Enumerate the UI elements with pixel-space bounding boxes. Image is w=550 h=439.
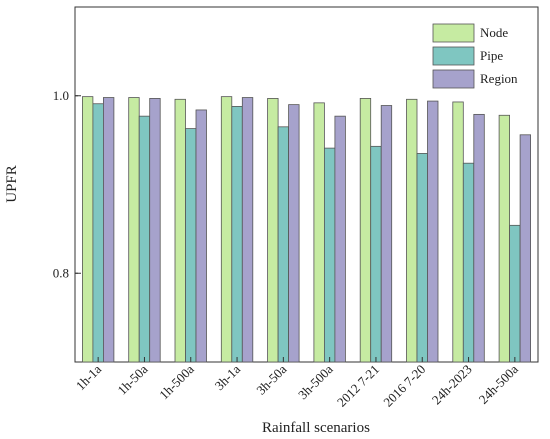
bar-pipe: [277, 126, 290, 363]
bar-region: [103, 97, 115, 363]
x-axis: 1h-1a 1h-50a 1h-500a 3h-1a 3h-50a 3h-500a2012…: [73, 357, 521, 410]
legend-label-region: Region: [480, 71, 518, 86]
bar-pipe: [323, 147, 336, 363]
x-tick-label: 3h-1a: [212, 361, 244, 393]
bar-region: [149, 98, 161, 363]
bar-node: [313, 102, 325, 363]
y-axis: 0.8 1.0: [53, 88, 81, 280]
x-axis-title: Rainfall scenarios: [262, 420, 370, 436]
bar-node: [128, 97, 140, 363]
bar-node: [220, 96, 233, 363]
x-tick-label: 2012 7-21: [334, 362, 382, 410]
x-tick-label: 24h-2023: [429, 362, 475, 408]
bar-node: [359, 98, 372, 363]
plot-area: [74, 6, 539, 363]
legend-label-node: Node: [480, 25, 508, 40]
bars-layer: [82, 96, 531, 363]
plot-border: [74, 6, 539, 363]
bar-node: [452, 101, 464, 363]
legend: Node Pipe Region: [432, 23, 518, 89]
bar-pipe: [138, 115, 151, 363]
bar-region: [288, 104, 300, 363]
bar-region: [427, 100, 439, 363]
y-tick-label: 1.0: [53, 88, 69, 103]
bar-region: [195, 109, 207, 363]
bar-pipe: [92, 103, 104, 363]
x-tick-label: 3h-500a: [295, 361, 336, 402]
y-tick-label: 0.8: [53, 265, 69, 280]
bar-node: [82, 96, 94, 363]
bar-pipe: [509, 224, 521, 363]
x-tick-label: 3h-50a: [253, 361, 289, 397]
bar-pipe: [462, 162, 475, 363]
legend-swatch-region: [432, 69, 475, 89]
x-tick-label: 1h-50a: [114, 361, 150, 397]
bar-region: [334, 115, 346, 363]
x-tick-label: 2016 7-20: [380, 362, 428, 410]
bar-region: [241, 97, 254, 363]
y-axis-title: UPFR: [4, 165, 20, 203]
x-tick-label: 24h-500a: [476, 361, 521, 406]
legend-swatch-pipe: [432, 46, 475, 66]
x-tick-label: 1h-1a: [73, 361, 105, 393]
bar-node: [267, 98, 279, 363]
bar-region: [473, 113, 485, 363]
x-tick-label: 1h-500a: [156, 361, 197, 402]
bar-node: [498, 114, 511, 363]
legend-label-pipe: Pipe: [480, 48, 503, 63]
bar-region: [519, 134, 531, 363]
legend-swatch-node: [432, 23, 475, 43]
bar-node: [406, 98, 418, 363]
bar-node: [174, 98, 186, 363]
bar-pipe: [231, 106, 243, 363]
bar-region: [380, 105, 393, 363]
bar-pipe: [185, 128, 197, 363]
bar-pipe: [370, 145, 382, 363]
bar-pipe: [416, 153, 428, 363]
